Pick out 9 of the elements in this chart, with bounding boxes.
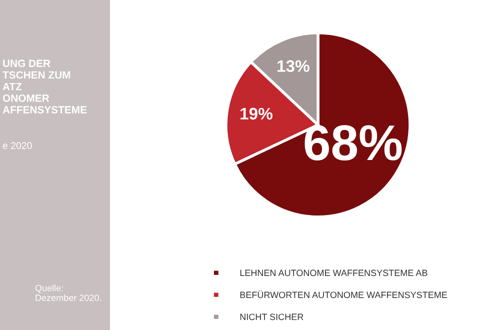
data-label: 19% xyxy=(240,108,272,120)
data-label: 13% xyxy=(278,60,310,72)
legend-label: LEHNEN AUTONOME WAFFENSYSTEME AB xyxy=(240,270,428,276)
text: e 2020 xyxy=(2,142,32,150)
source-note: Quelle: Dezember 2020. xyxy=(35,284,101,301)
legend-label: BEFÜRWORTEN AUTONOME WAFFENSYSTEME xyxy=(240,290,448,298)
data-label: 68% xyxy=(304,125,402,161)
legend-label: NICHT SICHER xyxy=(240,314,304,320)
text: UNG DER TSCHEN ZUM ATZ ONOMER AFFENSYSTEME xyxy=(2,60,87,114)
